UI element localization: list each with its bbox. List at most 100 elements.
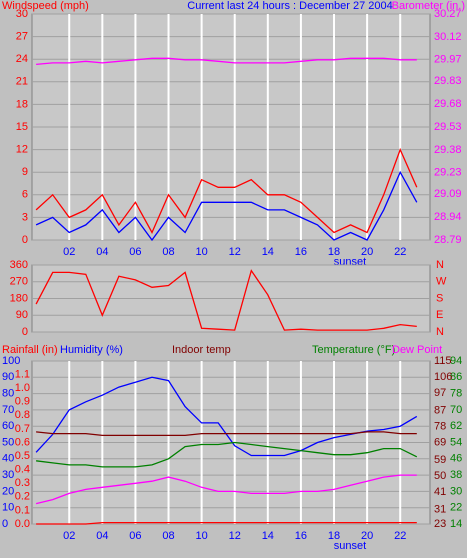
y-tick-label: 27 [16,31,28,43]
y2-axis-label: Temperature (°F) [312,344,395,356]
y-tick-label: 270 [10,276,28,288]
x-tick-label: 06 [129,530,141,542]
y2-tick-label: 70 [450,404,462,416]
y3-tick-label: 0.0 [15,518,30,530]
x-tick-label: 18 [328,530,340,542]
x-tick-label: 14 [262,246,274,258]
y2-tick-label: 28.94 [434,211,462,223]
y-tick-label: 40 [2,453,14,465]
y2-tick-label: N [436,326,444,338]
x-tick-label: 10 [196,246,208,258]
y-tick-label: 18 [16,98,28,110]
y-tick-label: 90 [2,371,14,383]
x-tick-label: 04 [96,246,108,258]
y2-tick-label: 62 [450,420,462,432]
y4-tick-label: 78 [434,420,446,432]
x-tick-label: 08 [162,530,174,542]
x-tick-label: 20 [361,246,373,258]
y2-tick-label: 29.97 [434,54,462,66]
series-line [36,57,417,66]
y-tick-label: 24 [16,53,28,65]
y2-axis-label: Barometer (in.) [392,0,465,12]
y2-tick-label: 29.68 [434,98,462,110]
y3-tick-label: 0.7 [15,423,30,435]
y3-tick-label: 0.8 [15,409,30,421]
y2-tick-label: 29.83 [434,75,462,87]
y2-tick-label: N [436,259,444,271]
x-tick-label: 12 [229,246,241,258]
y4-tick-label: 50 [434,470,446,482]
x-tick-label: 12 [229,530,241,542]
series-line [35,474,417,505]
y2-tick-label: E [436,309,443,321]
y2-tick-label: 38 [450,469,462,481]
y2-tick-label: 30.27 [434,8,462,20]
y-tick-label: 20 [2,485,14,497]
y-tick-label: 10 [2,502,14,514]
y2-tick-label: 46 [450,453,462,465]
legend-label: Humidity (%) [60,344,123,356]
y2-tick-label: W [436,276,447,288]
y-tick-label: 50 [2,436,14,448]
y-tick-label: 0 [2,518,8,530]
y-tick-label: 60 [2,420,14,432]
y3-tick-label: 1.1 [15,368,30,380]
y3-tick-label: 0.4 [15,464,30,476]
y-tick-label: 12 [16,144,28,156]
y2-tick-label: 29.23 [434,167,462,179]
y2-tick-label: 28.79 [434,234,462,246]
annotation: sunset [334,540,366,552]
y-tick-label: 80 [2,388,14,400]
y-tick-label: 6 [22,189,28,201]
x-tick-label: 16 [295,530,307,542]
x-tick-label: 02 [63,530,75,542]
y2-tick-label: 29.38 [434,144,462,156]
x-tick-label: 16 [295,246,307,258]
y4-tick-label: 31 [434,504,446,516]
legend-label: Dew Point [392,344,442,356]
y2-tick-label: 29.09 [434,188,462,200]
y3-tick-label: 0.5 [15,450,30,462]
series-line [36,521,417,525]
x-tick-label: 18 [328,246,340,258]
y3-tick-label: 0.6 [15,436,30,448]
y-tick-label: 9 [22,166,28,178]
y-tick-label: 0 [22,234,28,246]
series-line [36,441,418,468]
y2-tick-label: 54 [450,436,462,448]
y-tick-label: 0 [22,326,28,338]
legend-label: Indoor temp [172,344,231,356]
y-tick-label: 30 [2,469,14,481]
y2-tick-label: 78 [450,388,462,400]
y3-tick-label: 0.3 [15,477,30,489]
y3-axis-label: Rainfall (in) [2,344,58,356]
y-tick-label: 100 [2,355,20,367]
x-tick-label: 08 [162,246,174,258]
y3-tick-label: 1.0 [15,382,30,394]
y-tick-label: 180 [10,292,28,304]
y-tick-label: 15 [16,121,28,133]
y2-tick-label: 14 [450,518,462,530]
y2-tick-label: 30 [450,485,462,497]
x-tick-label: 20 [361,530,373,542]
x-tick-label: 22 [394,246,406,258]
x-tick-label: 04 [96,530,108,542]
y4-tick-label: 106 [434,371,452,383]
y2-tick-label: S [436,292,443,304]
y-tick-label: 360 [10,259,28,271]
y4-tick-label: 115 [434,355,452,367]
x-tick-label: 22 [394,530,406,542]
y4-tick-label: 41 [434,486,446,498]
y-axis-label: Windspeed (mph) [2,0,89,12]
y4-tick-label: 69 [434,436,446,448]
y3-tick-label: 0.2 [15,491,30,503]
y-tick-label: 70 [2,404,14,416]
y3-tick-label: 0.9 [15,396,30,408]
y-tick-label: 90 [16,309,28,321]
y2-tick-label: 30.12 [434,31,462,43]
y-tick-label: 30 [16,8,28,20]
series-line [35,269,417,331]
chart-title: Current last 24 hours : December 27 2004 [187,0,392,12]
y2-tick-label: 94 [450,355,462,367]
